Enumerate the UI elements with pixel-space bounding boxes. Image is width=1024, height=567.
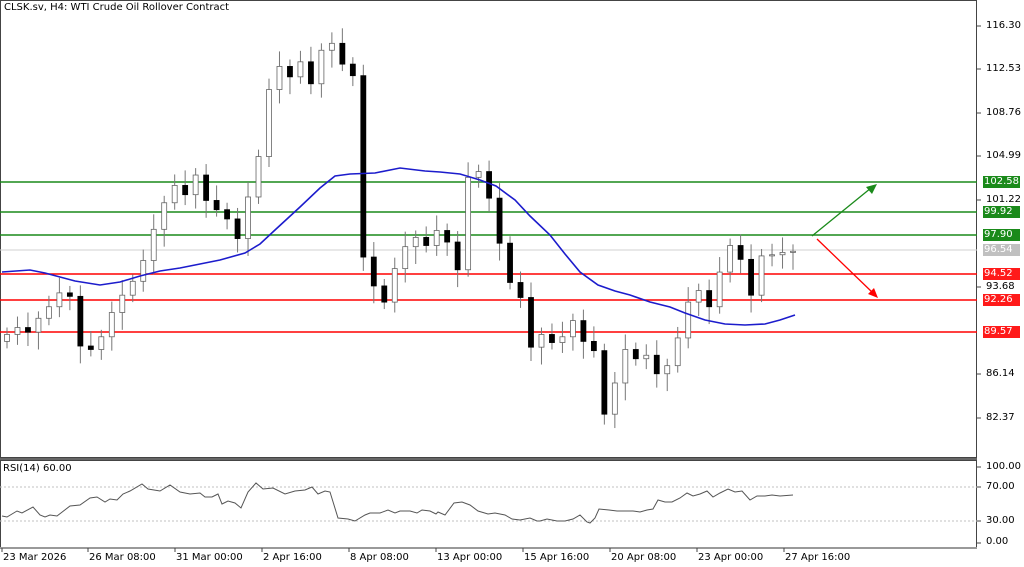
rsi-axis-label: 0.00 bbox=[986, 536, 1009, 547]
price-axis-label: 112.53 bbox=[986, 63, 1021, 74]
price-axis-label: 116.30 bbox=[986, 20, 1021, 31]
rsi-level-lines bbox=[0, 486, 977, 522]
price-tag-support-1: 94.52 bbox=[983, 268, 1020, 280]
price-axis-label: 82.37 bbox=[986, 412, 1015, 423]
price-axis-label: 101.22 bbox=[986, 194, 1021, 205]
price-tag-resistance-1: 97.90 bbox=[983, 229, 1020, 241]
time-axis-label: 13 Apr 00:00 bbox=[437, 552, 503, 563]
rsi-axis-label: 100.00 bbox=[986, 461, 1021, 472]
chart-title: CLSK.sv, H4: WTI Crude Oil Rollover Cont… bbox=[4, 2, 230, 13]
bullish-arrow bbox=[811, 187, 872, 237]
time-axis-label: 20 Apr 08:00 bbox=[611, 552, 677, 563]
candlestick-series bbox=[4, 28, 796, 429]
price-axis-label: 86.14 bbox=[986, 368, 1015, 379]
time-axis-label: 23 Apr 00:00 bbox=[698, 552, 764, 563]
bearish-arrowhead-icon bbox=[868, 288, 878, 298]
price-tag-resistance-3: 102.58 bbox=[983, 176, 1020, 188]
price-axis-label: 93.68 bbox=[986, 281, 1015, 292]
scenario-arrows[interactable] bbox=[811, 184, 878, 298]
price-tag-support-3: 89.57 bbox=[983, 326, 1020, 338]
level-lines[interactable] bbox=[0, 181, 977, 333]
chart-frames bbox=[0, 0, 977, 549]
moving-average-line bbox=[1, 167, 796, 326]
time-axis-label: 23 Mar 2026 bbox=[3, 552, 67, 563]
price-axis-ticks bbox=[977, 25, 981, 544]
price-axis-label: 104.99 bbox=[986, 150, 1021, 161]
time-axis-label: 27 Apr 16:00 bbox=[785, 552, 851, 563]
price-tag-resistance-2: 99.92 bbox=[983, 206, 1020, 218]
price-tag-support-2: 92.26 bbox=[983, 294, 1020, 306]
bearish-arrow bbox=[816, 238, 874, 294]
time-axis-label: 15 Apr 16:00 bbox=[524, 552, 590, 563]
price-axis-label: 108.76 bbox=[986, 107, 1021, 118]
rsi-title: RSI(14) 60.00 bbox=[3, 463, 72, 474]
rsi-axis-label: 70.00 bbox=[986, 481, 1015, 492]
time-axis-ticks bbox=[1, 548, 785, 552]
rsi-line bbox=[1, 482, 794, 524]
price-tag-current: 96.54 bbox=[983, 244, 1020, 256]
time-axis-label: 2 Apr 16:00 bbox=[263, 552, 322, 563]
bullish-arrowhead-icon bbox=[866, 184, 877, 194]
time-axis-label: 8 Apr 08:00 bbox=[350, 552, 409, 563]
rsi-axis-label: 30.00 bbox=[986, 515, 1015, 526]
time-axis-label: 26 Mar 08:00 bbox=[89, 552, 156, 563]
time-axis-label: 31 Mar 00:00 bbox=[176, 552, 243, 563]
